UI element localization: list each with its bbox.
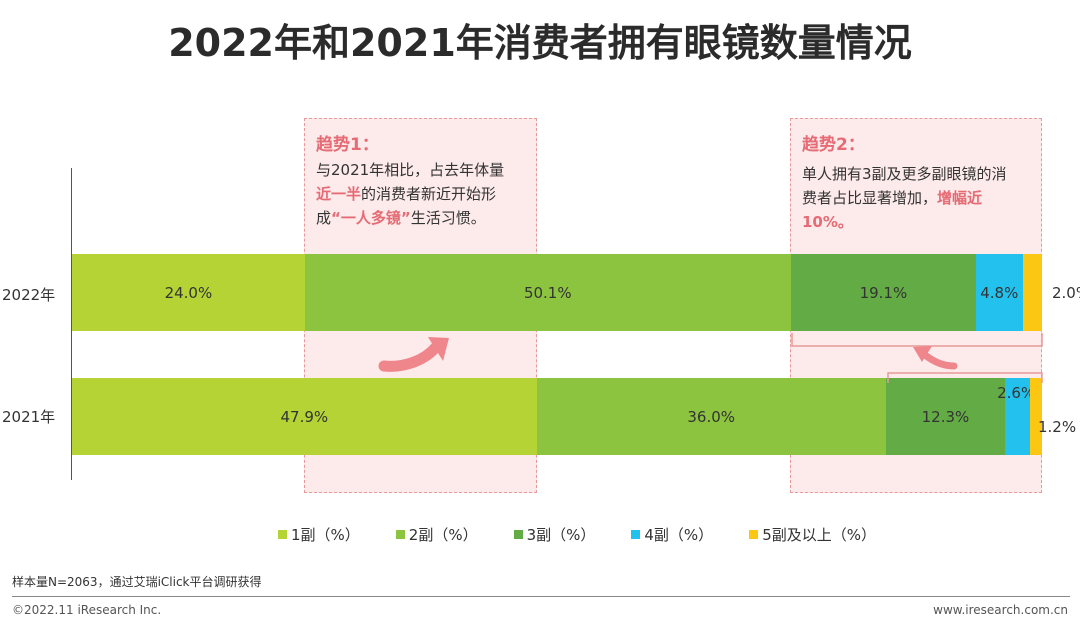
trend2-line2-text: 费者占比显著增加， (802, 189, 938, 207)
bar-segment-2022-s2 (304, 254, 791, 331)
legend-item-2: 2副（%） (395, 524, 478, 545)
trend2-title: 趋势2： (802, 135, 865, 155)
data-label-2022-s1: 24.0% (164, 283, 213, 302)
legend-swatch-2 (395, 530, 405, 539)
bar-segment-2021-s4 (1005, 378, 1031, 455)
trend1-title: 趋势1： (316, 135, 379, 155)
data-label-2021-s2: 36.0% (687, 407, 736, 426)
legend-swatch-4 (631, 530, 641, 539)
legend-label-5: 5副及以上（%） (762, 526, 876, 544)
data-label-2022-s2: 50.1% (523, 283, 572, 302)
legend-label-3: 3副（%） (526, 526, 596, 544)
trend1-line2: 近一半的消费者新近开始形 (316, 182, 531, 206)
year-label-2022: 2022年 (2, 286, 56, 304)
legend-label-2: 2副（%） (408, 526, 478, 544)
trend2-line3: 10%。 (802, 210, 1038, 234)
data-label-2021-s1: 47.9% (280, 407, 329, 426)
footer-divider (12, 596, 1070, 597)
data-label-2021-s3: 12.3% (921, 407, 970, 426)
legend-item-4: 4副（%） (631, 524, 713, 545)
bar-segment-2021-s5 (1030, 378, 1042, 455)
legend-swatch-1 (278, 530, 287, 539)
trend1-highlight1: 近一半 (316, 185, 362, 203)
bar-segment-2021-s2 (536, 378, 886, 455)
trend1-line2-text: 的消费者新近开始形 (361, 185, 497, 203)
trend2-text: 单人拥有3副及更多副眼镜的消 费者占比显著增加，增幅近 10%。 (802, 162, 1038, 234)
legend-swatch-5 (749, 530, 759, 539)
data-label-2021-s4: 2.6% (997, 384, 1036, 402)
trend2-highlight2: 10%。 (802, 213, 853, 231)
y-axis-line (71, 168, 72, 480)
data-label-2022-s5: 2.0% (1052, 284, 1080, 302)
data-label-2022-s4: 4.8% (980, 283, 1019, 302)
legend: 1副（%） 2副（%） 3副（%） 4副（%） 5副及以上（%） (278, 524, 912, 545)
legend-item-1: 1副（%） (278, 524, 360, 545)
year-label-2021: 2021年 (2, 408, 56, 426)
bar-chart: 24.0% 50.1% 19.1% 4.8% 2.0% 47.9% 36.0% 12.3% 2.… (72, 0, 1080, 634)
legend-label-1: 1副（%） (291, 526, 360, 544)
trend1-line3-pre: 成 (316, 209, 332, 227)
bar-segment-2021-s3 (885, 378, 1006, 455)
copyright-text: ©2022.11 iResearch Inc. (12, 603, 162, 617)
trend2-line2: 费者占比显著增加，增幅近 (802, 186, 1038, 210)
trend1-line3-post: 生活习惯。 (410, 209, 486, 227)
bar-segment-2021-s1 (72, 378, 537, 455)
trend2-line1: 单人拥有3副及更多副眼镜的消 (802, 165, 1007, 183)
sample-note: 样本量N=2063，通过艾瑞iClick平台调研获得 (12, 575, 262, 589)
bar-segment-2022-s1 (72, 254, 305, 331)
legend-item-5: 5副及以上（%） (749, 524, 876, 545)
bar-segment-2022-s4 (976, 254, 1023, 331)
bar-segment-2022-s3 (790, 254, 977, 331)
trend1-highlight2: “一人多镜” (331, 209, 411, 227)
trend2-highlight1: 增幅近 (937, 189, 983, 207)
legend-label-4: 4副（%） (644, 526, 714, 544)
trend1-line3: 成“一人多镜”生活习惯。 (316, 206, 531, 230)
data-label-2021-s5: 1.2% (1038, 418, 1077, 436)
page-title: 2022年和2021年消费者拥有眼镜数量情况 (168, 21, 912, 65)
trend1-line1: 与2021年相比，占去年体量 (316, 161, 505, 179)
data-label-2022-s3: 19.1% (859, 283, 908, 302)
bar-segment-2022-s5 (1022, 254, 1042, 331)
legend-swatch-3 (513, 530, 523, 539)
trend1-text: 与2021年相比，占去年体量 近一半的消费者新近开始形 成“一人多镜”生活习惯。 (316, 158, 531, 230)
legend-item-3: 3副（%） (513, 524, 596, 545)
website-link[interactable]: www.iresearch.com.cn (933, 603, 1068, 617)
